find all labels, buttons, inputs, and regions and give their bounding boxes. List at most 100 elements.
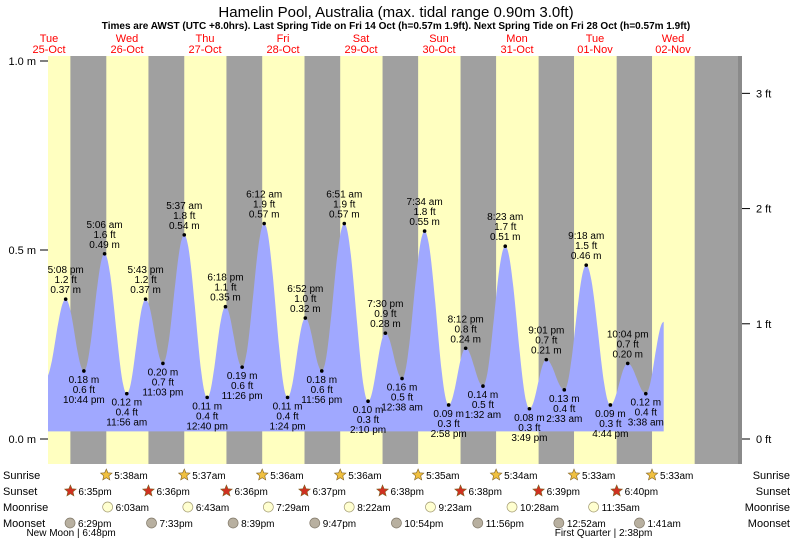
tide-point [161, 361, 165, 366]
sunrise-time: 5:33am [660, 471, 693, 482]
day-date: 28-Oct [266, 44, 299, 56]
chart-title: Hamelin Pool, Australia (max. tidal rang… [218, 4, 573, 21]
day-name: Sat [353, 33, 370, 45]
high-tide-label: 0.51 m [490, 232, 521, 243]
high-tide-label: 1.5 ft [575, 241, 597, 252]
high-tide-label: 9:01 pm [528, 326, 564, 337]
day-date: 01-Nov [577, 44, 613, 56]
moonrise-label-left: Moonrise [3, 502, 48, 514]
high-tide-label: 9:18 am [568, 231, 604, 242]
tide-point [544, 357, 549, 362]
tide-point [584, 263, 589, 267]
high-tide-label: 0.37 m [130, 285, 161, 296]
low-tide-label: 0.18 m [306, 375, 337, 386]
y-tick-label-m: 0.5 m [8, 245, 36, 257]
tide-point [446, 403, 451, 407]
moonset-icon [309, 517, 321, 529]
low-tide-label: 0.3 ft [438, 419, 460, 430]
high-tide-label: 0.35 m [210, 293, 241, 304]
high-tide-label: 1.9 ft [253, 200, 275, 211]
high-tide-label: 0.55 m [409, 217, 440, 228]
high-tide-label: 1.2 ft [134, 275, 156, 286]
sunrise-icon [645, 468, 659, 481]
low-tide-label: 1:32 am [465, 410, 501, 421]
tide-point [366, 399, 370, 404]
high-tide-label: 7:30 pm [367, 299, 403, 310]
day-date: 31-Oct [500, 44, 533, 56]
tide-curve-area [48, 223, 664, 432]
high-tide-label: 6:12 am [246, 190, 282, 201]
sunrise-icon [255, 468, 269, 481]
tide-point [182, 233, 187, 237]
low-tide-label: 12:38 am [381, 403, 423, 414]
tide-point [625, 361, 630, 366]
low-tide-label: 12:40 pm [186, 421, 228, 432]
moonset-icon [634, 517, 645, 529]
low-tide-label: 2:33 am [546, 414, 582, 425]
high-tide-label: 6:51 am [326, 190, 362, 201]
low-tide-label: 0.4 ft [635, 408, 657, 419]
low-tide-label: 0.18 m [69, 375, 100, 386]
day-name: Wed [662, 33, 684, 45]
high-tide-label: 8:12 pm [448, 314, 484, 325]
day-name: Sun [429, 33, 449, 45]
moonrise-icon [588, 501, 599, 513]
sunset-time: 6:36pm [156, 487, 189, 498]
high-tide-label: 0.37 m [50, 285, 81, 296]
moonset-icon [472, 517, 484, 529]
moonset-time: 8:39pm [241, 519, 274, 530]
high-tide-label: 0.24 m [450, 334, 481, 345]
sunrise-time: 5:38am [114, 471, 147, 482]
sunset-time: 6:35pm [78, 487, 111, 498]
day-date: 26-Oct [110, 44, 143, 56]
low-tide-label: 0.08 m [514, 413, 545, 424]
sunrise-icon [489, 468, 503, 481]
low-tide-label: 0.7 ft [152, 377, 174, 388]
high-tide-label: 1.9 ft [333, 200, 355, 211]
y-tick-label-ft: 3 ft [756, 88, 771, 100]
tide-point [608, 403, 613, 407]
day-name: Thu [196, 33, 215, 45]
low-tide-label: 0.14 m [468, 390, 499, 401]
day-name: Wed [116, 33, 138, 45]
high-tide-label: 0.57 m [329, 210, 360, 221]
day-date: 25-Oct [32, 44, 65, 56]
low-tide-label: 0.4 ft [276, 411, 298, 422]
high-tide-label: 5:37 am [166, 201, 202, 212]
sunset-icon [610, 484, 624, 497]
sunset-icon [532, 484, 546, 497]
tide-point [63, 297, 68, 301]
moonset-time: 6:29pm [78, 519, 111, 530]
sunset-time: 6:38pm [469, 487, 502, 498]
sunrise-icon [99, 468, 113, 481]
sunrise-label-right: Sunrise [753, 470, 790, 482]
sunset-icon [63, 484, 77, 497]
sunset-icon [141, 484, 155, 497]
sunrise-time: 5:37am [192, 471, 225, 482]
low-tide-label: 0.4 ft [553, 404, 575, 415]
sunrise-icon [333, 468, 347, 481]
tide-point [562, 388, 567, 392]
tide-point [143, 297, 148, 301]
moonrise-time: 7:29am [276, 503, 309, 514]
high-tide-label: 0.49 m [89, 240, 120, 251]
moonset-icon [227, 517, 239, 529]
moonset-icon [146, 517, 157, 529]
moonrise-time: 9:23am [438, 503, 471, 514]
sunrise-time: 5:34am [504, 471, 537, 482]
sunrise-icon [411, 468, 425, 481]
low-tide-label: 0.5 ft [472, 400, 494, 411]
day-name: Tue [40, 33, 59, 45]
sunset-icon [219, 484, 233, 497]
low-tide-label: 11:56 pm [301, 395, 342, 406]
sunset-icon [376, 484, 390, 497]
high-tide-label: 1.8 ft [413, 207, 435, 218]
high-tide-label: 1.1 ft [214, 283, 236, 294]
day-date: 02-Nov [655, 44, 691, 56]
tide-point [303, 316, 308, 320]
sunset-time: 6:36pm [234, 487, 267, 498]
high-tide-label: 6:18 pm [207, 273, 243, 284]
low-tide-label: 0.12 m [111, 398, 142, 409]
sunrise-time: 5:33am [582, 471, 615, 482]
low-tide-label: 4:44 pm [592, 429, 628, 440]
